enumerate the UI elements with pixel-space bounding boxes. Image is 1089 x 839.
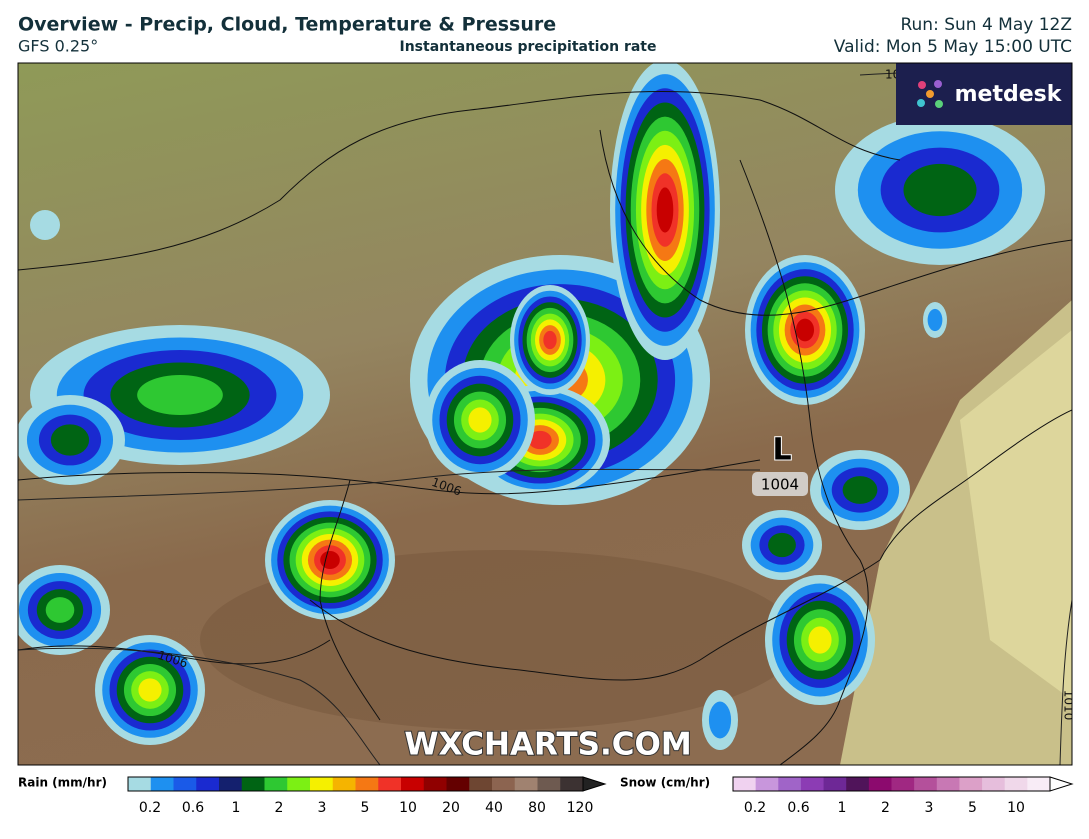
snow-label: Snow (cm/hr) <box>620 776 710 790</box>
precip-area <box>927 308 943 332</box>
precip-area <box>528 430 552 450</box>
precip-area <box>137 375 223 415</box>
rain-color <box>219 777 243 791</box>
rain-color <box>241 777 265 791</box>
precip-area <box>50 424 90 456</box>
isobar-label: 1010 <box>1062 690 1076 721</box>
isobars <box>18 65 1072 765</box>
precip-area <box>768 532 796 558</box>
rain-tick: 40 <box>485 800 503 816</box>
rain-tick: 2 <box>275 800 284 816</box>
valid: Valid: Mon 5 May 15:00 UTC <box>834 37 1072 57</box>
snow-color <box>823 777 847 791</box>
rain-tick: 80 <box>528 800 546 816</box>
snow-color <box>868 777 892 791</box>
rain-color <box>446 777 470 791</box>
subtitle: Instantaneous precipitation rate <box>400 39 657 55</box>
rain-color <box>401 777 425 791</box>
precip-area <box>708 701 732 739</box>
snow-color <box>914 777 938 791</box>
snow-arrow <box>1049 776 1074 792</box>
snow-color <box>755 777 779 791</box>
precip-area <box>543 330 557 350</box>
rain-color <box>378 777 402 791</box>
rain-color <box>310 777 334 791</box>
rain-tick: 0.2 <box>139 800 161 816</box>
rain-color <box>332 777 356 791</box>
rain-tick: 20 <box>442 800 460 816</box>
precip-area <box>903 163 977 217</box>
logo-icon <box>917 80 943 108</box>
snow-tick: 0.2 <box>744 800 766 816</box>
logo: metdesk <box>955 82 1063 107</box>
rain-frame <box>127 776 584 792</box>
precip-area <box>795 318 815 342</box>
snow-tick: 0.6 <box>787 800 809 816</box>
snow-color <box>982 777 1006 791</box>
terrain <box>960 330 1072 700</box>
rain-color <box>264 777 288 791</box>
rain-color <box>423 777 447 791</box>
snow-color <box>891 777 915 791</box>
map: 101 1006 1006 1010 L 1004 WXCHARTS.COM m… <box>18 63 1076 765</box>
rain-tick: 10 <box>399 800 417 816</box>
precip-area <box>320 550 340 570</box>
rain-tick: 5 <box>361 800 370 816</box>
snow-tick: 3 <box>925 800 934 816</box>
rain-tick: 1 <box>232 800 241 816</box>
rain-arrow <box>582 776 607 792</box>
low-symbol: L <box>772 433 791 468</box>
rain-color <box>355 777 379 791</box>
precip-area <box>842 476 878 504</box>
precip-area <box>468 407 492 433</box>
snow-color <box>936 777 960 791</box>
snow-color <box>1004 777 1028 791</box>
snow-tick: 5 <box>968 800 977 816</box>
snow-tick: 1 <box>838 800 847 816</box>
rain-tick: 120 <box>567 800 594 816</box>
rain-color <box>128 777 152 791</box>
snow-color <box>959 777 983 791</box>
borders <box>18 90 1072 765</box>
snow-tick: 10 <box>1007 800 1025 816</box>
snow-color <box>846 777 870 791</box>
snow-color <box>1027 777 1051 791</box>
precip-area <box>656 187 674 233</box>
rain-color <box>173 777 197 791</box>
snow-color <box>800 777 825 791</box>
snow-tick: 2 <box>881 800 890 816</box>
map-frame <box>17 62 1073 766</box>
rain-color <box>514 777 538 791</box>
rain-color <box>537 777 561 791</box>
rain-color <box>287 777 311 791</box>
logo-box <box>896 63 1072 125</box>
rain-color <box>560 777 584 791</box>
precip-area <box>808 626 832 654</box>
precip-area <box>138 678 162 702</box>
snow-color <box>733 777 757 791</box>
rain-color <box>469 777 493 791</box>
watermark: WXCHARTS.COM <box>404 727 691 763</box>
pressure-box <box>752 472 808 496</box>
snow-color <box>778 777 802 791</box>
run: Run: Sun 4 May 12Z <box>900 15 1072 35</box>
title: Overview - Precip, Cloud, Temperature & … <box>18 14 556 36</box>
rain-color <box>196 777 220 791</box>
low-pressure: 1004 <box>761 476 799 494</box>
rain-label: Rain (mm/hr) <box>18 776 107 790</box>
rain-color <box>492 777 516 791</box>
rain-tick: 0.6 <box>182 800 204 816</box>
rain-color <box>150 777 174 791</box>
rain-tick: 3 <box>318 800 327 816</box>
snow-frame <box>732 776 1051 792</box>
precip-area <box>30 210 60 240</box>
model: GFS 0.25° <box>18 37 98 56</box>
precip-area <box>45 597 75 623</box>
